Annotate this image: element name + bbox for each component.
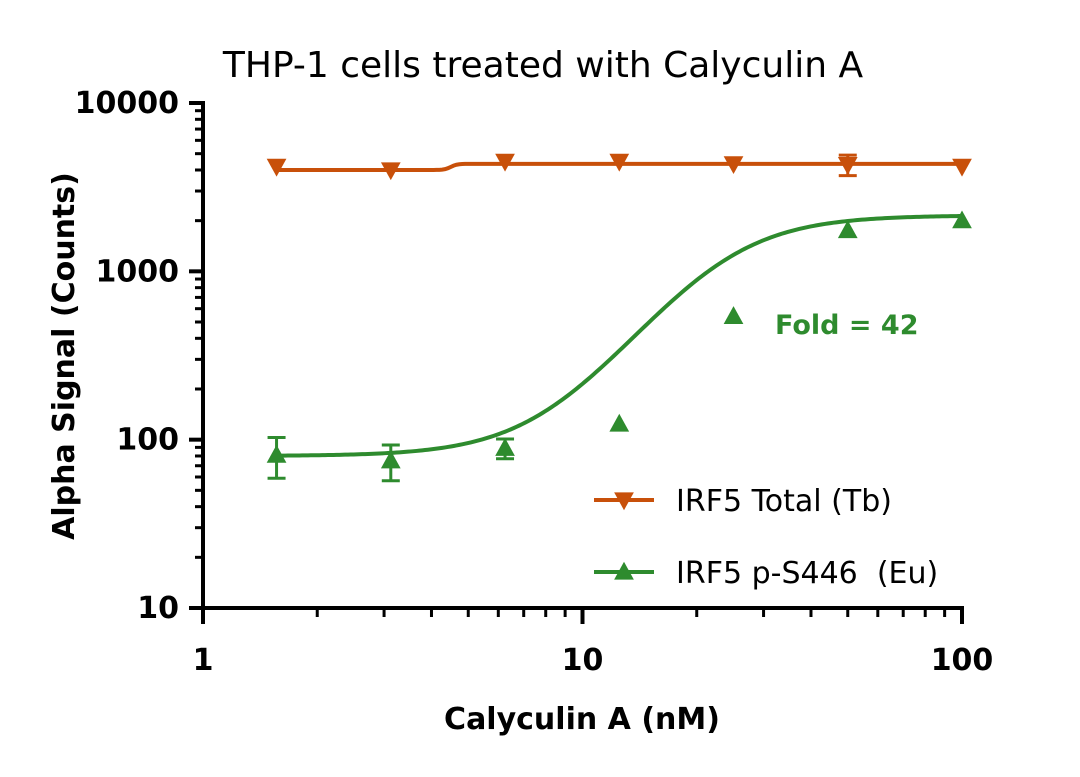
x-tick-label: 100: [931, 643, 994, 678]
chart-title: THP-1 cells treated with Calyculin A: [222, 45, 864, 86]
x-tick-label: 10: [562, 643, 604, 678]
triangle-up-marker: [380, 450, 401, 469]
triangle-up-marker: [952, 210, 972, 229]
triangle-up-marker: [723, 306, 744, 325]
data-points: [266, 153, 972, 469]
triangle-up-marker: [609, 413, 630, 432]
triangle-down-marker: [609, 153, 630, 172]
triangle-down-marker: [952, 158, 972, 177]
y-tick-label: 100: [116, 423, 179, 458]
y-tick-label: 10000: [75, 86, 179, 121]
triangle-up-marker: [266, 444, 287, 463]
triangle-down-marker: [380, 162, 401, 181]
triangle-down-marker: [837, 157, 858, 175]
x-tick-label: 1: [193, 643, 214, 678]
error-bars: [267, 153, 857, 483]
legend-marker: [614, 492, 634, 511]
x-axis-label: Calyculin A (nM): [444, 702, 720, 737]
legend: IRF5 Total (Tb) IRF5 p-S446 (Eu): [594, 484, 938, 591]
legend-label: IRF5 Total (Tb): [676, 484, 892, 519]
y-axis-label: Alpha Signal (Counts): [47, 172, 82, 540]
fold-annotation: Fold = 42: [775, 310, 918, 341]
legend-marker: [614, 561, 634, 580]
legend-label: IRF5 p-S446 (Eu): [676, 556, 938, 591]
triangle-down-marker: [495, 153, 515, 172]
triangle-up-marker: [495, 437, 515, 456]
triangle-down-marker: [723, 156, 744, 175]
y-tick-label: 10: [137, 591, 179, 626]
triangle-up-marker: [837, 220, 858, 239]
y-tick-label: 1000: [96, 254, 180, 289]
triangle-down-marker: [266, 158, 287, 177]
axes: 10 100 1000 10000 1 10 100: [75, 86, 994, 678]
